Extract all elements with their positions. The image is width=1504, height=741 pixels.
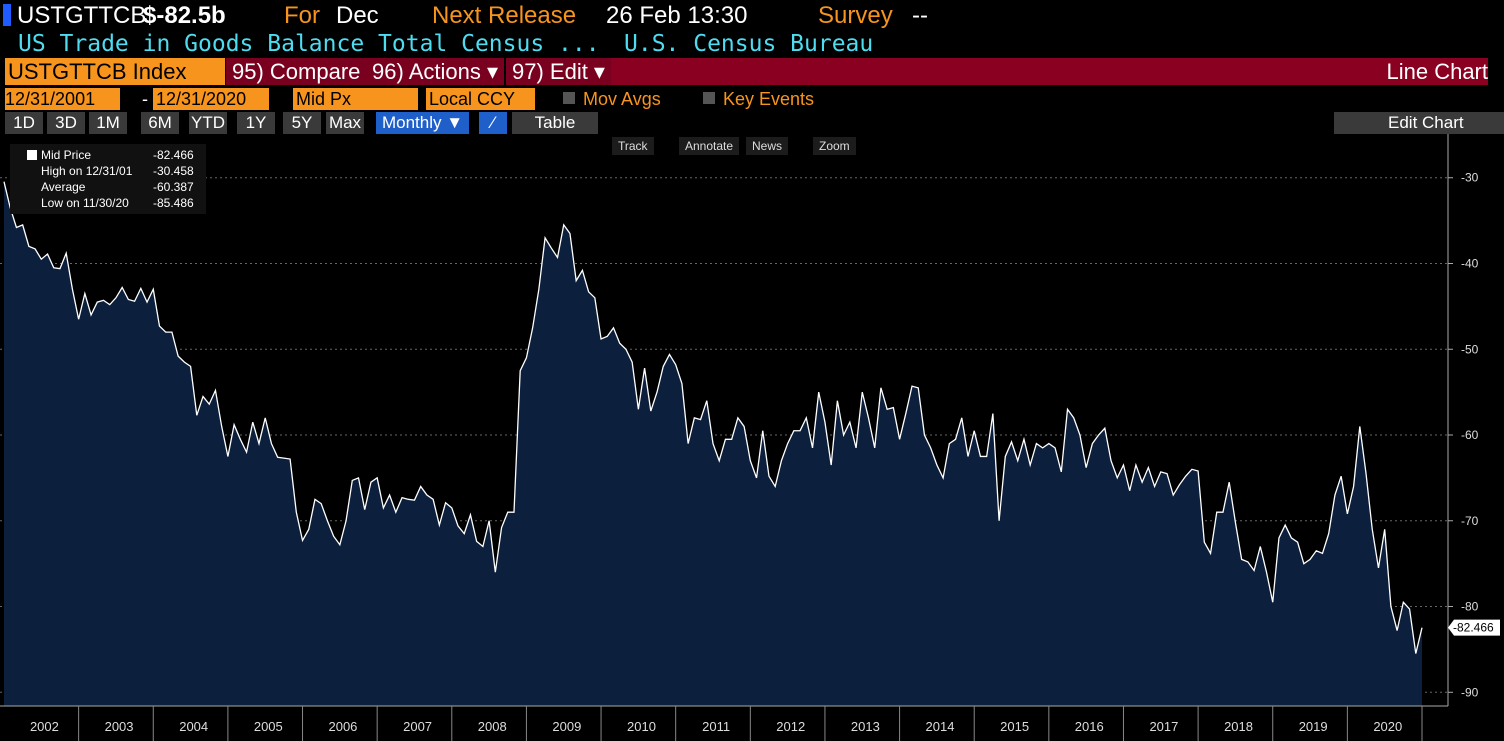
edit-chart-bar: [1334, 112, 1504, 134]
legend-value: -30.458: [153, 164, 194, 178]
legend-label: Mid Price: [41, 148, 91, 162]
start-date[interactable]: 12/31/2001: [5, 88, 120, 110]
y-tick-label: -50: [1461, 342, 1479, 356]
period-tab[interactable]: 3D: [47, 112, 85, 134]
chart-tool[interactable]: News: [746, 137, 789, 155]
key-events[interactable]: Key Events: [723, 89, 815, 109]
x-tick-label: 2015: [1000, 719, 1029, 734]
x-tick-label: 2020: [1373, 719, 1402, 734]
period-tab[interactable]: 1Y: [237, 112, 275, 134]
mov-avgs[interactable]: Mov Avgs: [583, 89, 661, 109]
x-tick-label: 2002: [30, 719, 59, 734]
edit-chart-button[interactable]: Edit Chart: [1388, 113, 1464, 132]
x-tick-label: 2014: [926, 719, 955, 734]
edit-button[interactable]: 97) Edit ▾: [506, 58, 611, 85]
actions-button[interactable]: 96) Actions ▾: [366, 58, 504, 85]
legend-swatch: [27, 150, 37, 160]
last-value-tag: [1448, 619, 1500, 636]
checkbox[interactable]: [703, 92, 715, 104]
date-separator: -: [142, 89, 148, 109]
chart-tool[interactable]: Annotate: [679, 137, 740, 155]
legend-value: -60.387: [153, 180, 194, 194]
ticker: USTGTTCB: [17, 2, 147, 29]
last-value: $-82.5b: [143, 2, 226, 29]
y-tick-label: -30: [1461, 171, 1479, 185]
x-tick-label: 2006: [328, 719, 357, 734]
legend-label: Low on 11/30/20: [41, 196, 129, 210]
chart-icon[interactable]: ⁄: [479, 112, 507, 134]
legend-label: Average: [41, 180, 86, 194]
x-tick-label: 2003: [105, 719, 134, 734]
table-button[interactable]: Table: [512, 112, 598, 134]
frequency-select[interactable]: Monthly ▼: [376, 112, 469, 134]
period-tab[interactable]: 1M: [89, 112, 127, 134]
compare-button[interactable]: 95) Compare: [226, 58, 367, 85]
x-tick-label: 2018: [1224, 719, 1253, 734]
x-tick-label: 2009: [552, 719, 581, 734]
last-value-label: -82.466: [1453, 621, 1494, 635]
end-date[interactable]: 12/31/2020: [153, 88, 269, 110]
release-value: 26 Feb 13:30: [606, 2, 748, 29]
field-select[interactable]: Mid Px: [293, 88, 418, 110]
release-label: Next Release: [432, 2, 577, 29]
chart-tool[interactable]: Track: [612, 137, 654, 155]
y-tick-label: -80: [1461, 600, 1479, 614]
x-tick-label: 2010: [627, 719, 656, 734]
y-tick-label: -90: [1461, 685, 1479, 699]
legend-box: [10, 144, 206, 214]
title-bar: [610, 58, 1488, 85]
x-tick-label: 2019: [1299, 719, 1328, 734]
x-tick-label: 2011: [702, 719, 730, 734]
y-tick-label: -40: [1461, 256, 1479, 270]
x-tick-label: 2007: [403, 719, 432, 734]
survey-label: Survey: [818, 2, 893, 29]
line: [3, 181, 1423, 654]
period-tab[interactable]: Max: [326, 112, 364, 134]
y-tick-label: -70: [1461, 514, 1479, 528]
chart-kind: Line Chart: [1386, 59, 1488, 84]
x-axis-band: [0, 706, 1504, 741]
checkbox[interactable]: [563, 92, 575, 104]
chart-tool[interactable]: Zoom: [813, 137, 856, 155]
x-tick-label: 2008: [478, 719, 507, 734]
x-tick-label: 2016: [1075, 719, 1104, 734]
x-tick-label: 2004: [179, 719, 208, 734]
source: U.S. Census Bureau: [624, 31, 874, 57]
x-tick-label: 2012: [776, 719, 805, 734]
chart: -90 -80 -70 -60 -50 -40 -30 2002 2003 2004 2005 200…: [0, 134, 1504, 741]
description: US Trade in Goods Balance Total Census .…: [18, 31, 600, 57]
period-tab[interactable]: 5Y: [283, 112, 321, 134]
security-field[interactable]: USTGTTCB Index: [5, 58, 225, 85]
x-tick-label: 2013: [851, 719, 880, 734]
period-tab[interactable]: 1D: [5, 112, 43, 134]
x-tick-label: 2005: [254, 719, 283, 734]
period-tab[interactable]: 6M: [141, 112, 179, 134]
for-value: Dec: [336, 2, 379, 29]
x-tick-label: 2017: [1149, 719, 1178, 734]
for-label: For: [284, 2, 320, 29]
legend-label: High on 12/31/01: [41, 164, 133, 178]
legend-value: -82.466: [153, 148, 194, 162]
period-tab[interactable]: YTD: [189, 112, 227, 134]
legend-value: -85.486: [153, 196, 194, 210]
y-tick-label: -60: [1461, 428, 1479, 442]
survey-value: --: [912, 2, 928, 29]
focus-marker: [3, 4, 11, 26]
currency-select[interactable]: Local CCY: [426, 88, 535, 110]
